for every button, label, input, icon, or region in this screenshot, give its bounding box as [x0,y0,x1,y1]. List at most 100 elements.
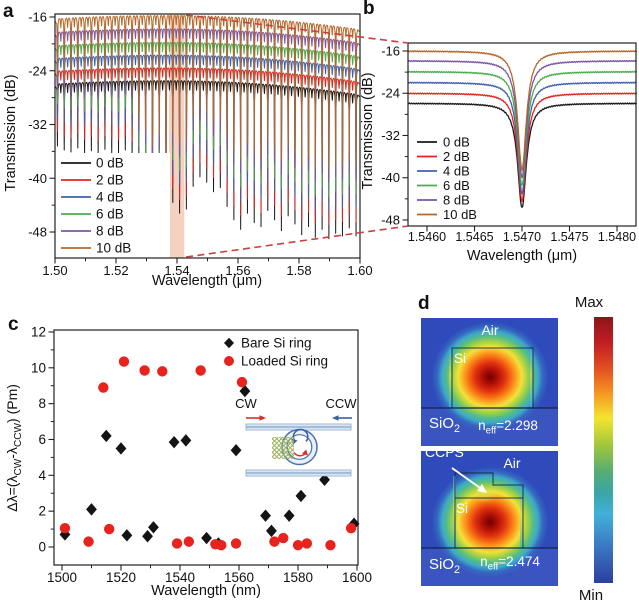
panel-a-curves [55,14,360,240]
x-tick-label: 1.5465 [455,230,493,244]
sio2-label-1: SiO2 [429,415,461,435]
axis-ticks: 1.50 1.52 1.54 1.56 1.58 1.60 -16 -24 -32 -40 -48 [28,10,372,279]
y-tick-label: -40 [28,171,47,186]
legend-label: 8 dB [443,193,470,208]
curve [407,81,637,195]
neff-label-2: neff=2.474 [480,554,540,573]
ccw-label: CCW [325,396,357,411]
data-point [283,509,295,522]
ccps-arrow [451,467,487,493]
legend-label: 0 dB [96,156,124,171]
colorbar-max-label: Max [574,294,604,311]
data-point [269,536,280,547]
neff-label-1: neff=2.298 [478,418,538,437]
air-label-1: Air [481,322,499,338]
curve [407,50,638,171]
curve [407,102,638,208]
panel-label-b: b [363,0,375,19]
waveguide-outline [421,467,558,549]
panel-label-d: d [418,293,430,314]
panel-a-yaxis-title: Transmission (dB) [3,74,19,192]
y-tick-label: -48 [28,225,47,240]
y-tick-label: -40 [381,170,400,185]
x-tick-label: 1.5480 [598,230,636,244]
y-tick-label: -24 [381,86,400,101]
curve [407,92,638,202]
data-point [183,536,195,547]
series-circle [59,356,357,551]
panel-a-legend: 0 dB 2 dB 4 dB 6 dB 8 dB 10 dB [57,153,170,257]
series-diamond [59,384,360,550]
panel-b: 1.5460 1.5465 1.5470 1.5475 1.5480 -16 -24 -32 -… [381,42,638,244]
si-label-2: Si [456,501,469,516]
legend-label: 2 dB [96,173,124,188]
y-tick-label: -24 [28,63,47,78]
panel-c-yaxis-title: Δλ=(λCW-λCCW) (Pm) [4,384,24,512]
x-tick-label: 1.5460 [408,230,446,244]
sidewall-field-streak [520,488,523,548]
legend-label: 8 dB [96,224,124,239]
mode-profile-2 [421,451,558,586]
panel-c: 1500 1520 1540 1560 1580 1600 0 2 4 6 8 10 12 Bare Si… [31,324,372,585]
y-tick-label: 4 [38,468,46,483]
x-tick-label: 1540 [165,570,195,585]
zoom-connector-lines [185,14,409,258]
y-tick-label: 12 [31,324,46,339]
x-tick-label: 1.52 [103,263,128,278]
x-tick-label: 1.54 [164,263,189,278]
legend-label: Bare Si ring [241,336,312,351]
axis-ticks: 1500 1520 1540 1560 1580 1600 0 2 4 6 8 10 12 [31,324,372,585]
data-point [230,444,242,457]
data-point [325,540,336,551]
data-point [171,538,183,549]
ccw-circulation-arrow [292,428,309,442]
bus-waveguide-bottom [245,469,352,477]
data-point [180,434,192,447]
legend-label: 4 dB [96,190,124,205]
x-tick-label: 1.5470 [503,230,541,244]
data-point [348,517,360,530]
data-point [115,442,127,455]
x-tick-label: 1580 [283,570,313,585]
y-tick-label: -32 [28,117,47,132]
zoom-line-bottom [185,225,409,258]
data-point [216,540,227,551]
panel-c-xaxis-title: Wavelength (nm) [151,583,261,599]
x-tick-label: 1.5475 [550,230,588,244]
panel-b-xaxis-title: Wavelength (μm) [466,248,578,264]
data-point [260,509,271,522]
curve [407,70,638,186]
x-tick-label: 1500 [47,570,77,585]
colorbar [594,317,613,583]
data-point [59,528,71,541]
data-point [236,376,248,388]
sio2-label-2: SiO2 [429,556,461,576]
curve [55,14,360,169]
data-point [100,429,112,443]
legend-label: 6 dB [96,207,124,222]
y-tick-label: 10 [31,360,46,375]
data-point [139,365,150,376]
data-point [239,384,251,398]
legend-label: 10 dB [443,207,477,222]
data-point [230,538,242,549]
zoom-line-top [185,14,409,44]
x-tick-label: 1.58 [286,263,311,278]
data-point [104,523,115,535]
data-point [201,531,212,545]
data-point [295,489,307,503]
legend-label: 10 dB [96,241,131,256]
panel-label-a: a [3,1,14,22]
x-tick-label: 1.50 [42,263,67,278]
panel-a: 1.50 1.52 1.54 1.56 1.58 1.60 -16 -24 -32 -40 -48 0… [28,10,372,279]
legend-swatch [224,337,234,349]
x-tick-label: 1600 [342,570,372,585]
sidewall-field-streak [449,349,452,407]
data-point [168,435,180,449]
y-tick-label: 2 [38,504,46,519]
colorbar-min-label: Min [578,587,604,604]
mode-profile-1 [421,318,558,446]
x-tick-label: 1560 [224,570,254,585]
